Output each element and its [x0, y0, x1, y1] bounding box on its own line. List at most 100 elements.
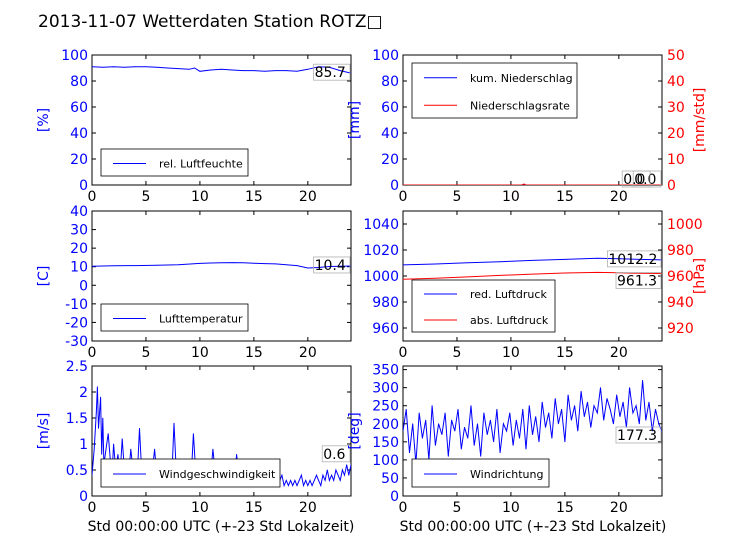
- data-point: [405, 408, 407, 410]
- data-point: [467, 262, 469, 264]
- data-point: [499, 261, 501, 263]
- data-point: [435, 277, 436, 279]
- x-tick-label: 15: [556, 345, 574, 361]
- data-point: [431, 405, 433, 407]
- y-right-tick-label: 980: [667, 243, 694, 259]
- y-tick-label: 40: [381, 126, 399, 142]
- data-point: [285, 264, 287, 266]
- series-line-pressure-0: [403, 257, 662, 266]
- data-point: [339, 70, 341, 71]
- data-point: [134, 66, 136, 68]
- x-tick-label: 20: [299, 500, 317, 516]
- x-tick-label: 0: [88, 345, 97, 361]
- data-point: [519, 437, 520, 439]
- x-tick-label: 0: [399, 189, 408, 205]
- data-point: [635, 405, 637, 407]
- data-point: [454, 430, 456, 432]
- data-point: [324, 480, 326, 481]
- data-point: [350, 72, 351, 74]
- legend-box: [411, 279, 556, 333]
- y-axis-label: [C]: [36, 266, 52, 287]
- data-point: [236, 454, 238, 455]
- data-point: [188, 68, 190, 70]
- y-right-tick-label: 40: [667, 74, 685, 90]
- y-tick-label: 20: [381, 152, 399, 168]
- data-point: [318, 480, 319, 481]
- legend-label: kum. Niederschlag: [470, 72, 573, 85]
- data-point: [329, 266, 330, 267]
- data-point: [403, 184, 404, 185]
- data-point: [640, 259, 641, 260]
- y-tick-label: 250: [372, 399, 399, 415]
- data-point: [309, 480, 311, 481]
- data-point: [512, 445, 514, 446]
- data-point: [350, 265, 351, 267]
- panel-wind_direction: 0 5 10 15 20050100150200250300350[deg]Windri…: [347, 363, 663, 516]
- data-point: [606, 398, 608, 399]
- data-point: [527, 184, 529, 185]
- data-point: [301, 474, 302, 476]
- x-tick-label: 10: [502, 500, 520, 516]
- data-point: [499, 452, 501, 454]
- data-point: [242, 70, 244, 71]
- x-tick-label: 20: [610, 500, 628, 516]
- data-point: [98, 428, 99, 429]
- data-point: [661, 431, 662, 433]
- data-point: [577, 430, 579, 432]
- data-point: [658, 423, 660, 425]
- data-point: [532, 273, 533, 275]
- data-point: [640, 272, 641, 274]
- x-tick-label: 15: [556, 189, 574, 205]
- y-tick-label: 100: [372, 453, 399, 469]
- x-tick-label: 10: [191, 500, 209, 516]
- data-point: [212, 448, 214, 450]
- data-point: [145, 66, 147, 68]
- data-point: [199, 263, 201, 264]
- y-tick-label: 1.5: [66, 411, 88, 427]
- data-point: [486, 434, 488, 435]
- data-point: [253, 262, 255, 264]
- data-point: [298, 480, 300, 481]
- data-point: [632, 412, 634, 414]
- x-tick-label: 5: [141, 345, 150, 361]
- data-point: [571, 419, 572, 421]
- data-point: [292, 485, 294, 486]
- legend-box: [411, 62, 578, 119]
- y-tick-label: 0: [390, 178, 399, 194]
- data-point: [590, 427, 592, 428]
- data-point: [221, 262, 222, 264]
- y-tick-label: 2: [79, 385, 88, 401]
- data-point: [593, 405, 595, 407]
- data-point: [645, 419, 647, 421]
- x-tick-label: 5: [452, 189, 461, 205]
- data-point: [210, 262, 212, 264]
- data-point: [156, 66, 158, 68]
- data-point: [130, 448, 132, 450]
- last-value-box: [321, 445, 351, 463]
- data-point: [221, 68, 222, 70]
- y-tick-label: -20: [65, 315, 88, 331]
- data-point: [587, 401, 588, 403]
- y-tick-label: 80: [70, 74, 88, 90]
- x-tick-label: 20: [610, 345, 628, 361]
- data-point: [564, 272, 566, 274]
- x-tick-label: 5: [452, 345, 461, 361]
- data-point: [290, 480, 291, 481]
- last-value-box: [621, 170, 651, 188]
- data-point: [603, 419, 605, 421]
- data-point: [483, 412, 485, 414]
- x-tick-label: 0: [88, 500, 97, 516]
- data-point: [199, 70, 201, 72]
- y-tick-label: 1040: [363, 217, 399, 233]
- x-tick-label: 0: [399, 500, 408, 516]
- data-point: [113, 66, 114, 68]
- panel-temperature: 0 5 10 15 20 -30 -20 -10 0 10 20 30 40 [C] Lufttempera…: [36, 204, 352, 361]
- y-right-tick-label: 960: [667, 269, 694, 285]
- data-point: [564, 259, 566, 260]
- data-point: [574, 405, 575, 407]
- data-point: [337, 474, 339, 476]
- legend-box: [100, 303, 249, 332]
- data-point: [100, 396, 101, 398]
- data-point: [441, 434, 443, 435]
